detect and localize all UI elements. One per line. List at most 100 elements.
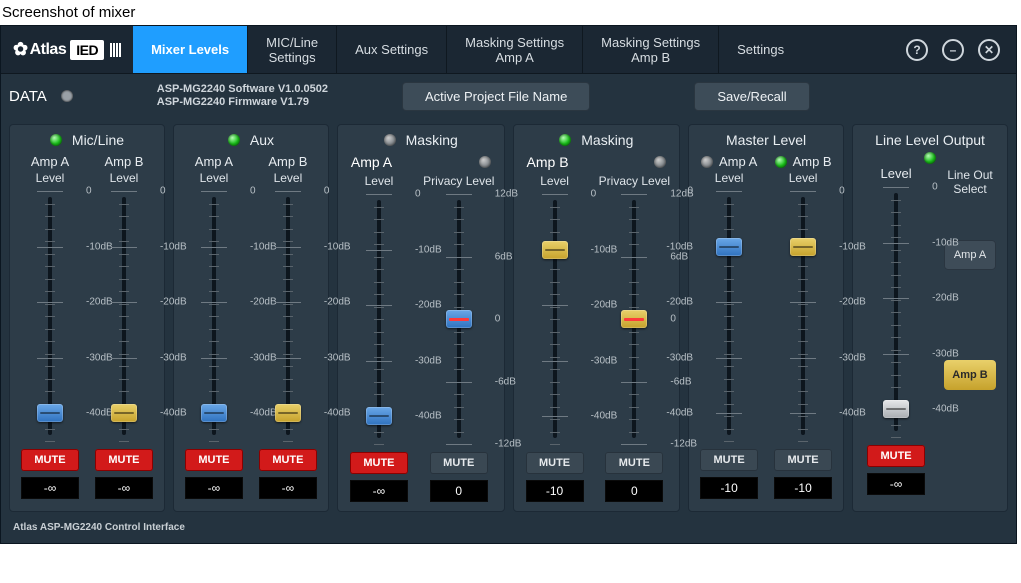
fader[interactable]: 0-10dB-20dB-30dB-40dB bbox=[18, 191, 82, 441]
fader-knob[interactable] bbox=[111, 404, 137, 422]
level-value: -∞ bbox=[867, 473, 925, 495]
channel: Amp BLevel0-10dB-20dB-30dB-40dBMUTE-∞ bbox=[92, 154, 156, 499]
amp-label: Amp A bbox=[351, 154, 392, 170]
mute-button[interactable]: MUTE bbox=[430, 452, 488, 474]
panel-led-icon bbox=[50, 134, 62, 146]
channel-name: Amp A bbox=[195, 154, 233, 169]
mute-button[interactable]: MUTE bbox=[605, 452, 663, 474]
channel-name: Level bbox=[881, 166, 912, 181]
tick-label: 0 bbox=[415, 189, 421, 200]
amp-led-icon bbox=[654, 156, 666, 168]
channel-sublabel: Level bbox=[274, 171, 303, 185]
channel: Privacy Level12dB6dB0-6dB-12dBMUTE0 bbox=[599, 172, 670, 502]
fader[interactable]: 0-10dB-20dB-30dB-40dB bbox=[347, 194, 411, 444]
tab-aux[interactable]: Aux Settings bbox=[336, 26, 446, 73]
tick-label: -6dB bbox=[670, 376, 691, 387]
channel-name: Amp A bbox=[31, 154, 69, 169]
fader[interactable]: 0-10dB-20dB-30dB-40dB bbox=[771, 191, 835, 441]
tab-settings[interactable]: Settings bbox=[718, 26, 802, 73]
channel-sublabel: Privacy Level bbox=[423, 174, 494, 188]
channel-sublabel: Level bbox=[200, 171, 229, 185]
tick-label: -12dB bbox=[670, 439, 697, 450]
channel: Amp ALevel0-10dB-20dB-30dB-40dBMUTE-10 bbox=[697, 154, 761, 499]
tab-micline[interactable]: MIC/Line Settings bbox=[247, 26, 336, 73]
tick-label: -40dB bbox=[839, 408, 866, 419]
info-bar: DATA ASP-MG2240 Software V1.0.0502 ASP-M… bbox=[1, 74, 1016, 118]
mute-button[interactable]: MUTE bbox=[350, 452, 408, 474]
channel: Amp ALevel0-10dB-20dB-30dB-40dBMUTE-∞ bbox=[182, 154, 246, 499]
help-button[interactable]: ? bbox=[906, 39, 928, 61]
mute-button[interactable]: MUTE bbox=[185, 449, 243, 471]
level-value: -10 bbox=[774, 477, 832, 499]
fader[interactable]: 0-10dB-20dB-30dB-40dB bbox=[256, 191, 320, 441]
mute-button[interactable]: MUTE bbox=[867, 445, 925, 467]
fader[interactable]: 0-10dB-20dB-30dB-40dB bbox=[523, 194, 587, 444]
fader-knob[interactable] bbox=[790, 238, 816, 256]
tick-label: -20dB bbox=[666, 297, 693, 308]
lineout-select-label: Line Out Select bbox=[947, 168, 992, 196]
fader-knob[interactable] bbox=[542, 241, 568, 259]
fader[interactable]: 12dB6dB0-6dB-12dB bbox=[602, 194, 666, 444]
mute-button[interactable]: MUTE bbox=[95, 449, 153, 471]
tab-maskA[interactable]: Masking Settings Amp A bbox=[446, 26, 582, 73]
mute-button[interactable]: MUTE bbox=[774, 449, 832, 471]
tick-label: 0 bbox=[495, 314, 501, 325]
fader-knob[interactable] bbox=[201, 404, 227, 422]
fader-knob[interactable] bbox=[446, 310, 472, 328]
channel: Amp BLevel0-10dB-20dB-30dB-40dBMUTE-∞ bbox=[256, 154, 320, 499]
panel-title: Master Level bbox=[696, 132, 836, 148]
fader[interactable]: 0-10dB-20dB-30dB-40dB bbox=[697, 191, 761, 441]
channel-name: Amp B bbox=[775, 154, 832, 169]
tick-label: 0 bbox=[86, 186, 92, 197]
fader-knob[interactable] bbox=[275, 404, 301, 422]
tab-maskB[interactable]: Masking Settings Amp B bbox=[582, 26, 718, 73]
channel: Level0-10dB-20dB-30dB-40dBMUTE-10 bbox=[523, 172, 587, 502]
active-project-button[interactable]: Active Project File Name bbox=[402, 82, 590, 111]
lineout-select-col: Line Out SelectAmp AAmp B bbox=[944, 166, 996, 495]
channel-sublabel: Level bbox=[36, 171, 65, 185]
fader[interactable]: 0-10dB-20dB-30dB-40dB bbox=[92, 191, 156, 441]
channel-sublabel: Level bbox=[715, 171, 744, 185]
fader[interactable]: 0-10dB-20dB-30dB-40dB bbox=[182, 191, 246, 441]
channel-name: Amp B bbox=[104, 154, 143, 169]
tick-label: 0 bbox=[160, 186, 166, 197]
tick-label: -10dB bbox=[932, 237, 959, 248]
fader-knob[interactable] bbox=[621, 310, 647, 328]
tick-label: 6dB bbox=[670, 251, 688, 262]
panel-maskA: MaskingAmp ALevel0-10dB-20dB-30dB-40dBMU… bbox=[337, 124, 505, 512]
channel: Level0-10dB-20dB-30dB-40dBMUTE-∞ bbox=[347, 172, 411, 502]
firmware-text: ASP-MG2240 Software V1.0.0502 ASP-MG2240… bbox=[157, 83, 328, 109]
panel-title: Masking bbox=[521, 132, 673, 148]
tick-label: -30dB bbox=[932, 348, 959, 359]
fader-knob[interactable] bbox=[716, 238, 742, 256]
fader[interactable]: 12dB6dB0-6dB-12dB bbox=[427, 194, 491, 444]
panel-title: Aux bbox=[181, 132, 321, 148]
level-value: -∞ bbox=[21, 477, 79, 499]
lineout-select-ampb[interactable]: Amp B bbox=[944, 360, 996, 390]
panel-led-icon bbox=[228, 134, 240, 146]
panel-title: Mic/Line bbox=[17, 132, 157, 148]
save-recall-button[interactable]: Save/Recall bbox=[694, 82, 809, 111]
fader-knob[interactable] bbox=[37, 404, 63, 422]
topbar: ✿Atlas IED Mixer LevelsMIC/Line Settings… bbox=[1, 26, 1016, 74]
mute-button[interactable]: MUTE bbox=[526, 452, 584, 474]
mute-button[interactable]: MUTE bbox=[700, 449, 758, 471]
panel-lineout: Line Level OutputLevel0-10dB-20dB-30dB-4… bbox=[852, 124, 1008, 512]
minimize-button[interactable]: – bbox=[942, 39, 964, 61]
mute-button[interactable]: MUTE bbox=[21, 449, 79, 471]
mute-button[interactable]: MUTE bbox=[259, 449, 317, 471]
fader-knob[interactable] bbox=[366, 407, 392, 425]
tick-label: -40dB bbox=[666, 408, 693, 419]
app-window: ✿Atlas IED Mixer LevelsMIC/Line Settings… bbox=[0, 25, 1017, 544]
logo: ✿Atlas IED bbox=[1, 26, 133, 73]
fader[interactable]: 0-10dB-20dB-30dB-40dB bbox=[864, 187, 928, 437]
fader-knob[interactable] bbox=[883, 400, 909, 418]
panel-title: Masking bbox=[345, 132, 497, 148]
tick-label: -30dB bbox=[839, 352, 866, 363]
panel-led-icon bbox=[559, 134, 571, 146]
tick-label: 0 bbox=[670, 314, 676, 325]
level-value: 0 bbox=[605, 480, 663, 502]
level-value: 0 bbox=[430, 480, 488, 502]
tab-mixer[interactable]: Mixer Levels bbox=[133, 26, 247, 73]
close-button[interactable]: ✕ bbox=[978, 39, 1000, 61]
